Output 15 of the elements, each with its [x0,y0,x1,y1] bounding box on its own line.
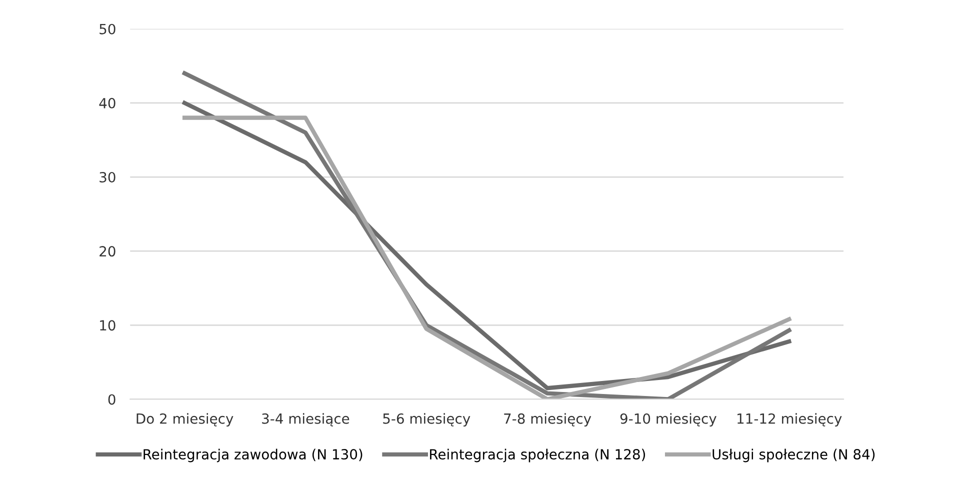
x-tick-label: 5-6 miesięcy [383,413,470,427]
y-tick-label: 10 [100,320,116,331]
legend-label: Reintegracja zawodowa (N 130) [144,448,362,462]
y-tick-label: 40 [99,98,116,108]
y-tick-label: 20 [100,246,116,257]
x-tick-label: 7-8 miesięcy [504,413,592,427]
y-tick-label: 50 [100,24,116,34]
x-tick-label: 11-12 miesięcy [738,413,842,427]
legend-label: Reintegracja społeczna (N 128) [430,448,646,462]
x-tick-label: 9-10 miesięcy [620,413,716,427]
legend-label: Usługi społeczne (N 84) [712,448,875,462]
x-tick-label: Do 2 miesięcy [136,413,234,427]
y-tick-label: 0 [108,394,116,405]
y-tick-label: 30 [100,172,116,182]
x-tick-label: 3-4 miesiące [262,413,350,426]
